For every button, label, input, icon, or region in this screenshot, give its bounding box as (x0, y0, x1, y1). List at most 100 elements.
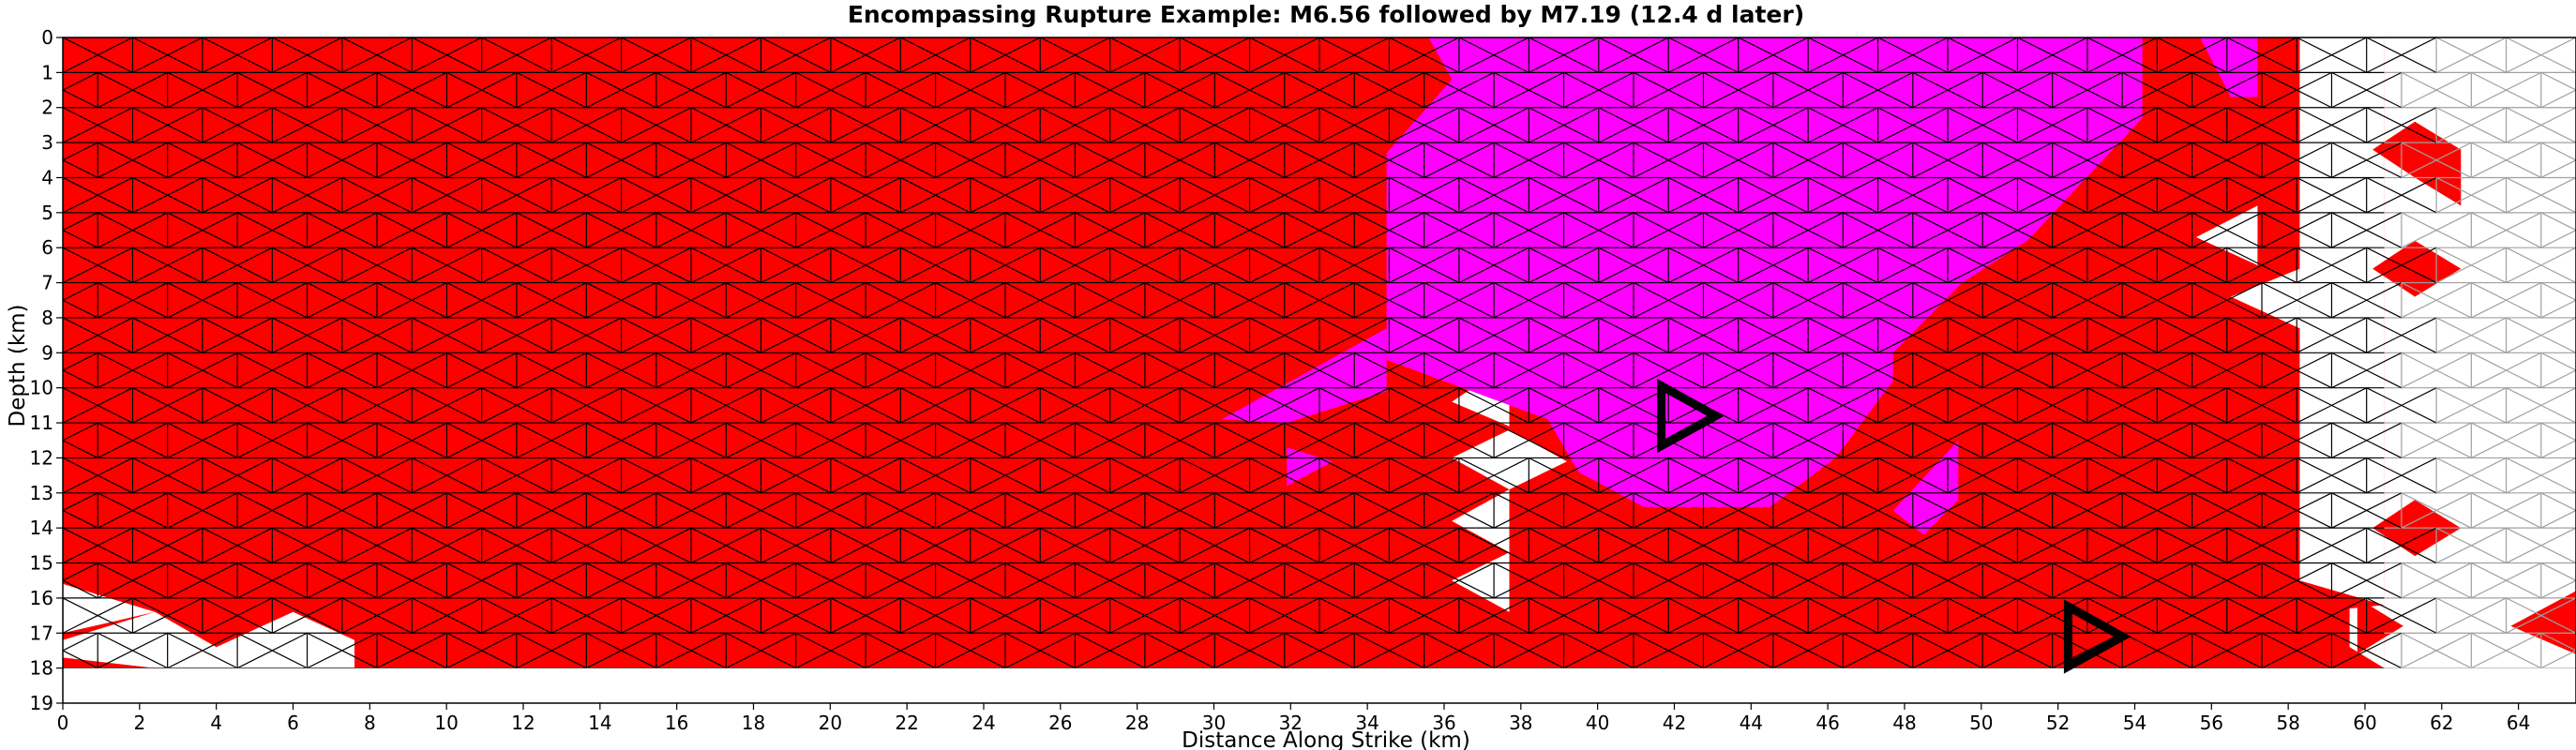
mesh-diagonal (1179, 229, 1215, 248)
mesh-diagonal (2121, 317, 2158, 337)
mesh-diagonal (1144, 422, 1181, 442)
mesh-diagonal (2086, 352, 2123, 371)
mesh-diagonal (411, 282, 447, 301)
mesh-diagonal (2261, 492, 2297, 512)
mesh-diagonal (900, 124, 936, 143)
mesh-diagonal (2506, 317, 2542, 337)
mesh-diagonal (1249, 632, 1286, 652)
mesh-diagonal (2506, 440, 2542, 458)
mesh-diagonal (1039, 579, 1076, 599)
mesh-diagonal (202, 509, 238, 529)
mesh-diagonal (1563, 457, 1600, 476)
mesh-diagonal (2540, 317, 2576, 337)
mesh-diagonal (1703, 545, 1739, 564)
mesh-diagonal (2017, 229, 2053, 248)
mesh-diagonal (621, 457, 657, 476)
mesh-diagonal (2017, 194, 2053, 214)
mesh-diagonal (935, 387, 972, 406)
mesh-diagonal (935, 264, 972, 284)
mesh-diagonal (1877, 597, 1914, 617)
mesh-diagonal (621, 282, 657, 301)
mesh-diagonal (1493, 335, 1529, 353)
mesh-diagonal (865, 527, 901, 547)
mesh-diagonal (2157, 562, 2192, 581)
mesh-diagonal (1493, 264, 1529, 284)
mesh-diagonal (2121, 615, 2158, 634)
mesh-diagonal (1353, 545, 1390, 564)
mesh-diagonal (1598, 38, 1634, 56)
mesh-diagonal (1563, 615, 1600, 634)
mesh-diagonal (1912, 317, 1949, 337)
mesh-diagonal (272, 212, 308, 232)
mesh-diagonal (1389, 440, 1424, 458)
mesh-diagonal (1144, 159, 1181, 179)
mesh-diagonal (63, 142, 98, 161)
mesh-diagonal (2052, 264, 2088, 284)
mesh-diagonal (1807, 142, 1844, 161)
mesh-diagonal (2192, 335, 2228, 353)
mesh-diagonal (550, 509, 587, 529)
mesh-diagonal (1633, 176, 1669, 196)
mesh-diagonal (795, 107, 832, 126)
mesh-diagonal (481, 527, 518, 547)
mesh-diagonal (1598, 176, 1634, 196)
mesh-diagonal (1667, 579, 1704, 599)
mesh-diagonal (1424, 89, 1460, 109)
mesh-diagonal (1667, 562, 1704, 581)
mesh-diagonal (1633, 317, 1669, 337)
mesh-diagonal (621, 615, 657, 634)
mesh-diagonal (1947, 457, 1983, 476)
mesh-diagonal (2331, 422, 2367, 442)
mesh-diagonal (1424, 247, 1460, 266)
mesh-diagonal (2086, 545, 2123, 564)
mesh-diagonal (516, 229, 552, 248)
mesh-diagonal (935, 440, 972, 458)
mesh-diagonal (761, 142, 796, 161)
mesh-diagonal (1284, 107, 1320, 126)
mesh-diagonal (2192, 282, 2228, 301)
mesh-diagonal (1772, 317, 1809, 337)
mesh-diagonal (1912, 632, 1949, 652)
mesh-diagonal (1807, 264, 1844, 284)
mesh-diagonal (1039, 282, 1076, 301)
mesh-diagonal (970, 89, 1006, 109)
mesh-diagonal (1424, 597, 1460, 617)
mesh-diagonal (1179, 509, 1215, 529)
mesh-diagonal (586, 212, 622, 232)
mesh-diagonal (1912, 650, 1949, 668)
mesh-diagonal (236, 440, 273, 458)
mesh-diagonal (655, 299, 692, 319)
mesh-diagonal (970, 404, 1006, 424)
mesh-diagonal (446, 387, 482, 406)
mesh-diagonal (1912, 299, 1949, 319)
mesh-diagonal (202, 142, 238, 161)
mesh-diagonal (1981, 212, 2018, 232)
mesh-diagonal (830, 632, 866, 652)
mesh-diagonal (1633, 509, 1669, 529)
mesh-diagonal (970, 509, 1006, 529)
mesh-diagonal (1004, 404, 1041, 424)
mesh-diagonal (725, 369, 761, 389)
mesh-diagonal (2540, 38, 2576, 56)
mesh-diagonal (586, 352, 622, 371)
mesh-diagonal (795, 71, 832, 91)
mesh-diagonal (411, 89, 447, 109)
mesh-diagonal (1947, 352, 1983, 371)
mesh-diagonal (1529, 71, 1564, 91)
mesh-diagonal (1458, 142, 1495, 161)
mesh-diagonal (2366, 457, 2403, 476)
mesh-diagonal (307, 38, 343, 56)
mesh-diagonal (795, 562, 832, 581)
mesh-diagonal (2261, 124, 2297, 143)
mesh-diagonal (970, 176, 1006, 196)
mesh-diagonal (1563, 474, 1600, 494)
mesh-diagonal (1284, 457, 1320, 476)
mesh-diagonal (1284, 527, 1320, 547)
mesh-diagonal (1004, 369, 1041, 389)
mesh-diagonal (2506, 597, 2542, 617)
mesh-diagonal (1353, 124, 1390, 143)
mesh-diagonal (550, 352, 587, 371)
mesh-diagonal (446, 527, 482, 547)
mesh-diagonal (1912, 38, 1949, 56)
mesh-diagonal (1703, 124, 1739, 143)
